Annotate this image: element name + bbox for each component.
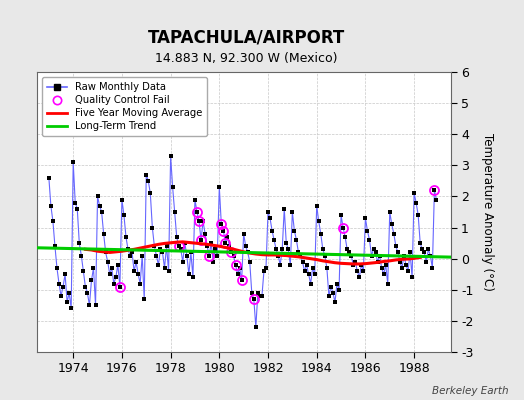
Legend: Raw Monthly Data, Quality Control Fail, Five Year Moving Average, Long-Term Tren: Raw Monthly Data, Quality Control Fail, … [42, 77, 207, 136]
Text: 14.883 N, 92.300 W (Mexico): 14.883 N, 92.300 W (Mexico) [155, 52, 337, 65]
Text: Berkeley Earth: Berkeley Earth [432, 386, 508, 396]
Text: TAPACHULA/AIRPORT: TAPACHULA/AIRPORT [148, 28, 345, 46]
Y-axis label: Temperature Anomaly (°C): Temperature Anomaly (°C) [481, 133, 494, 291]
